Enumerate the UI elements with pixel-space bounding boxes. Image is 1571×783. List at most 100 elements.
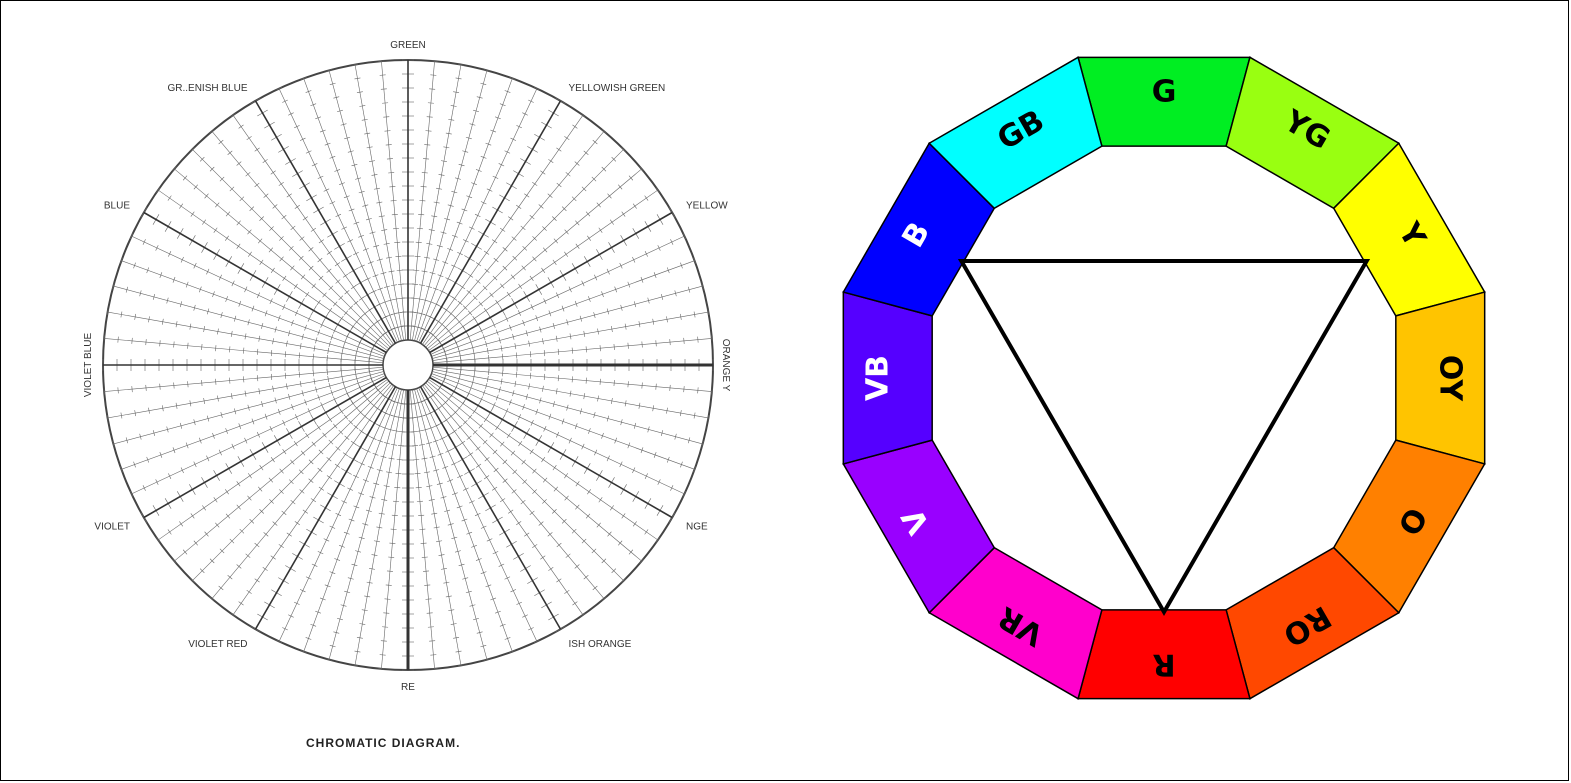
- scale-tick: [445, 132, 452, 135]
- scale-tick: [499, 623, 506, 627]
- scale-tick: [299, 489, 305, 494]
- scale-tick: [711, 335, 713, 342]
- scale-tick: [588, 428, 591, 434]
- scale-tick: [388, 457, 395, 460]
- scale-tick: [423, 471, 430, 474]
- scale-tick: [483, 416, 488, 423]
- scale-tick: [711, 388, 713, 395]
- scale-tick: [674, 433, 677, 440]
- scale-tick: [525, 330, 528, 337]
- scale-tick: [206, 268, 210, 275]
- scale-tick: [468, 500, 475, 504]
- scale-tick: [353, 300, 359, 306]
- scale-tick: [313, 345, 316, 352]
- scale-tick: [264, 413, 268, 420]
- scale-tick: [509, 399, 512, 406]
- scale-tick: [133, 262, 136, 269]
- scale-tick: [571, 347, 573, 354]
- scale-tick: [202, 219, 206, 225]
- scale-tick: [518, 283, 523, 290]
- scale-tick: [288, 614, 294, 618]
- scale-tick: [522, 245, 528, 251]
- scale-tick: [382, 300, 389, 304]
- scale-tick: [632, 203, 637, 209]
- scale-tick: [644, 473, 648, 479]
- scale-tick: [358, 191, 365, 194]
- scale-tick: [505, 408, 509, 414]
- scale-tick: [270, 457, 275, 463]
- diagram-caption: CHROMATIC DIAGRAM.: [306, 736, 460, 750]
- scale-tick: [334, 463, 341, 468]
- scale-tick: [653, 272, 657, 278]
- scale-tick: [575, 220, 580, 226]
- scale-tick: [450, 623, 457, 625]
- scale-tick: [516, 352, 518, 359]
- scale-tick: [498, 337, 501, 344]
- scale-tick: [359, 462, 365, 466]
- scale-tick: [451, 264, 457, 268]
- scale-tick: [639, 166, 644, 172]
- scale-tick: [378, 215, 385, 218]
- scale-tick: [426, 485, 433, 487]
- scale-tick: [370, 436, 377, 440]
- scale-tick: [279, 489, 284, 494]
- scale-tick: [175, 402, 178, 409]
- scale-tick: [268, 477, 274, 483]
- scale-tick: [679, 313, 682, 320]
- scale-tick: [172, 276, 176, 283]
- scale-tick: [505, 316, 509, 322]
- scale-tick: [482, 334, 486, 341]
- scale-tick: [652, 405, 655, 412]
- scale-tick: [583, 330, 586, 337]
- scale-tick: [339, 182, 345, 185]
- scale-tick: [458, 163, 465, 167]
- scale-tick: [437, 274, 444, 278]
- scale-tick: [522, 404, 525, 410]
- scale-tick: [444, 509, 451, 512]
- scale-tick: [328, 341, 331, 348]
- scale-tick: [257, 238, 263, 244]
- scale-tick: [538, 521, 544, 526]
- scale-tick: [540, 555, 546, 560]
- scale-tick: [495, 329, 499, 336]
- scale-tick: [320, 402, 324, 408]
- scale-tick: [247, 319, 250, 326]
- scale-tick: [574, 564, 580, 569]
- scale-tick: [270, 373, 273, 380]
- scale-tick: [378, 60, 385, 62]
- scale-tick: [193, 540, 198, 546]
- scale-tick: [279, 236, 284, 241]
- scale-tick: [236, 564, 242, 569]
- scale-tick: [293, 283, 298, 290]
- scale-tick: [262, 159, 268, 163]
- scale-tick: [421, 556, 428, 558]
- scale-tick: [317, 175, 324, 179]
- scale-tick: [318, 275, 324, 281]
- scale-tick: [660, 430, 664, 437]
- scale-tick: [436, 482, 443, 485]
- scale-tick: [354, 650, 361, 653]
- scale-tick: [270, 267, 275, 273]
- scale-tick: [522, 479, 528, 485]
- scale-tick: [347, 150, 354, 153]
- scale-tick: [334, 262, 341, 267]
- scale-tick: [387, 299, 394, 302]
- scale-tick: [613, 380, 615, 387]
- scale-tick: [425, 130, 432, 132]
- scale-tick: [353, 221, 360, 225]
- scale-tick: [697, 336, 699, 343]
- scale-tick: [498, 163, 505, 167]
- scale-tick: [443, 146, 450, 149]
- scale-tick: [619, 461, 623, 468]
- scale-tick: [204, 193, 209, 199]
- scale-tick: [529, 214, 535, 220]
- scale-tick: [548, 413, 552, 420]
- scale-tick: [518, 440, 523, 447]
- scale-tick: [614, 286, 617, 293]
- scale-tick: [385, 584, 392, 586]
- scale-tick: [294, 521, 300, 526]
- scale-tick: [219, 176, 225, 182]
- scale-tick: [585, 377, 587, 384]
- scale-tick: [607, 193, 612, 199]
- scale-tick: [445, 595, 452, 598]
